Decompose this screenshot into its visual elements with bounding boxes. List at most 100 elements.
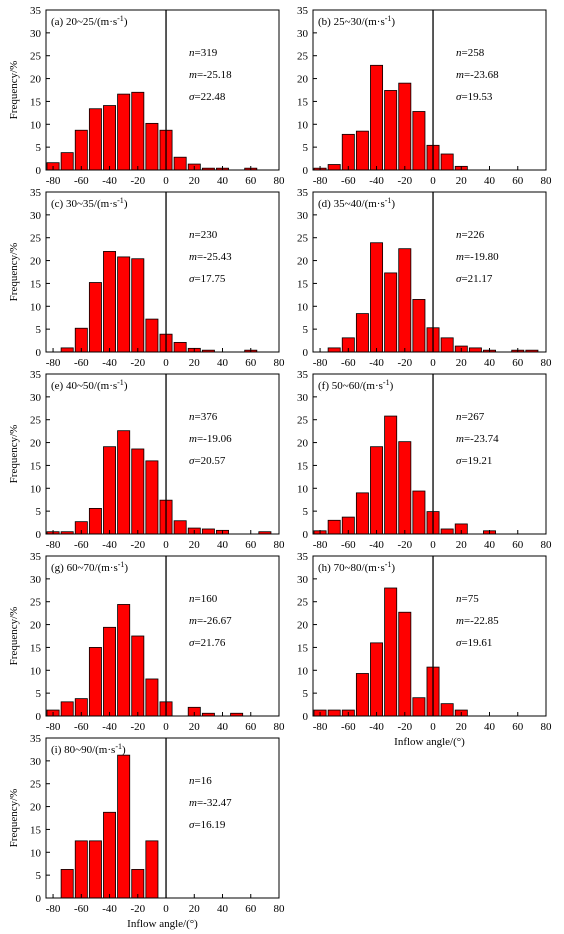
- histogram-bar: [412, 111, 426, 171]
- histogram-bar: [117, 604, 131, 717]
- x-tick-label: 80: [541, 175, 553, 187]
- stat-sigma: σ=21.76: [189, 637, 226, 649]
- y-tick-label: 0: [36, 711, 42, 723]
- histogram-bar: [173, 520, 187, 535]
- y-tick-label: 25: [297, 51, 309, 63]
- y-tick-label: 15: [297, 278, 309, 290]
- panel-title: (c) 30~35/(m·s-1): [51, 196, 128, 210]
- unit-close: ): [390, 380, 394, 392]
- y-tick-label: 5: [36, 324, 42, 336]
- speed-range: 20~25/(m·s: [66, 16, 117, 28]
- plot-frame: [312, 555, 547, 717]
- panel-g: 0 5 10 15 20 25 30 35 -80 -60 -40 -20 0 20 40 60 80 (g) 6…: [8, 551, 285, 733]
- x-tick-label: 0: [430, 539, 436, 551]
- y-tick-label: 30: [30, 210, 42, 222]
- histogram-bar: [355, 492, 369, 535]
- y-tick-label: 30: [30, 756, 42, 768]
- x-tick-label: -80: [46, 175, 61, 187]
- x-tick-label: 20: [189, 357, 201, 369]
- x-tick-label: -20: [397, 175, 412, 187]
- panel-title: (e) 40~50/(m·s-1): [51, 378, 128, 392]
- y-tick-label: 5: [36, 506, 42, 518]
- histogram-bar: [173, 156, 187, 171]
- histogram-bar: [384, 415, 398, 535]
- y-tick-label: 5: [303, 142, 309, 154]
- x-tick-label: -60: [74, 539, 89, 551]
- y-tick-label: 10: [297, 483, 309, 495]
- speed-range: 60~70/(m·s: [67, 562, 118, 574]
- panel-title: (d) 35~40/(m·s-1): [318, 196, 395, 210]
- stat-value: =21.17: [461, 273, 492, 285]
- y-tick-label: 30: [30, 28, 42, 40]
- y-tick-label: 15: [30, 278, 42, 290]
- x-tick-label: 0: [163, 357, 169, 369]
- x-tick-label: -60: [74, 721, 89, 733]
- stat-m: m=-22.85: [456, 615, 499, 627]
- x-tick-label: -60: [341, 539, 356, 551]
- x-tick-label: 40: [484, 175, 496, 187]
- x-tick-label: -40: [369, 721, 384, 733]
- x-tick-label: 60: [245, 357, 257, 369]
- stat-n: n=160: [189, 593, 218, 605]
- y-tick-label: 0: [36, 529, 42, 541]
- histogram-bar: [131, 869, 145, 899]
- y-tick-label: 30: [297, 574, 309, 586]
- stat-symbol: σ: [189, 637, 195, 649]
- histogram-bar: [60, 869, 74, 899]
- histogram-bar: [412, 299, 426, 353]
- y-axis-label: Frequency/%: [8, 243, 20, 302]
- unit-close: ): [391, 562, 395, 574]
- x-tick-label: 40: [217, 721, 229, 733]
- x-tick-label: -60: [341, 721, 356, 733]
- x-tick-label: 20: [456, 721, 468, 733]
- x-tick-label: 0: [163, 175, 169, 187]
- x-tick-label: 40: [484, 539, 496, 551]
- y-tick-label: 30: [30, 574, 42, 586]
- histogram-bar: [327, 519, 341, 535]
- unit-close: ): [124, 380, 128, 392]
- stat-m: m=-23.74: [456, 433, 499, 445]
- x-tick-label: 40: [217, 903, 229, 915]
- unit-exponent: -1: [118, 560, 125, 569]
- x-tick-label: 60: [245, 539, 257, 551]
- stat-value: =75: [462, 593, 480, 605]
- unit-exponent: -1: [115, 742, 122, 751]
- y-tick-label: 25: [30, 597, 42, 609]
- stat-value: =267: [462, 411, 485, 423]
- y-tick-label: 25: [30, 779, 42, 791]
- panel-letter: (a): [51, 16, 66, 28]
- panel-title: (i) 80~90/(m·s-1): [51, 742, 126, 756]
- stat-n: n=258: [456, 47, 485, 59]
- y-tick-label: 10: [297, 665, 309, 677]
- x-tick-label: 80: [274, 357, 286, 369]
- speed-range: 70~80/(m·s: [334, 562, 385, 574]
- y-tick-label: 15: [297, 642, 309, 654]
- histogram-bar: [440, 153, 454, 171]
- y-tick-label: 15: [30, 460, 42, 472]
- stat-m: m=-23.68: [456, 69, 499, 81]
- y-tick-label: 25: [297, 233, 309, 245]
- stat-sigma: σ=16.19: [189, 819, 226, 831]
- x-tick-label: 80: [274, 175, 286, 187]
- x-tick-label: -20: [397, 721, 412, 733]
- unit-exponent: -1: [385, 14, 392, 23]
- x-tick-label: -40: [102, 357, 117, 369]
- histogram-bar: [398, 611, 412, 717]
- unit-exponent: -1: [117, 14, 124, 23]
- unit-exponent: -1: [385, 196, 392, 205]
- y-tick-label: 35: [297, 369, 309, 381]
- x-tick-label: 0: [163, 539, 169, 551]
- speed-range: 25~30/(m·s: [334, 16, 385, 28]
- y-tick-label: 15: [297, 460, 309, 472]
- unit-close: ): [391, 198, 395, 210]
- histogram-bar: [468, 347, 482, 353]
- histogram-bar: [370, 642, 384, 717]
- y-tick-label: 10: [30, 847, 42, 859]
- x-tick-label: -80: [46, 721, 61, 733]
- y-tick-label: 35: [297, 5, 309, 17]
- histogram-bar: [103, 105, 117, 171]
- panel-letter: (e): [51, 380, 66, 392]
- stat-n: n=267: [456, 411, 485, 423]
- histogram-bar: [440, 703, 454, 717]
- x-tick-label: -40: [102, 539, 117, 551]
